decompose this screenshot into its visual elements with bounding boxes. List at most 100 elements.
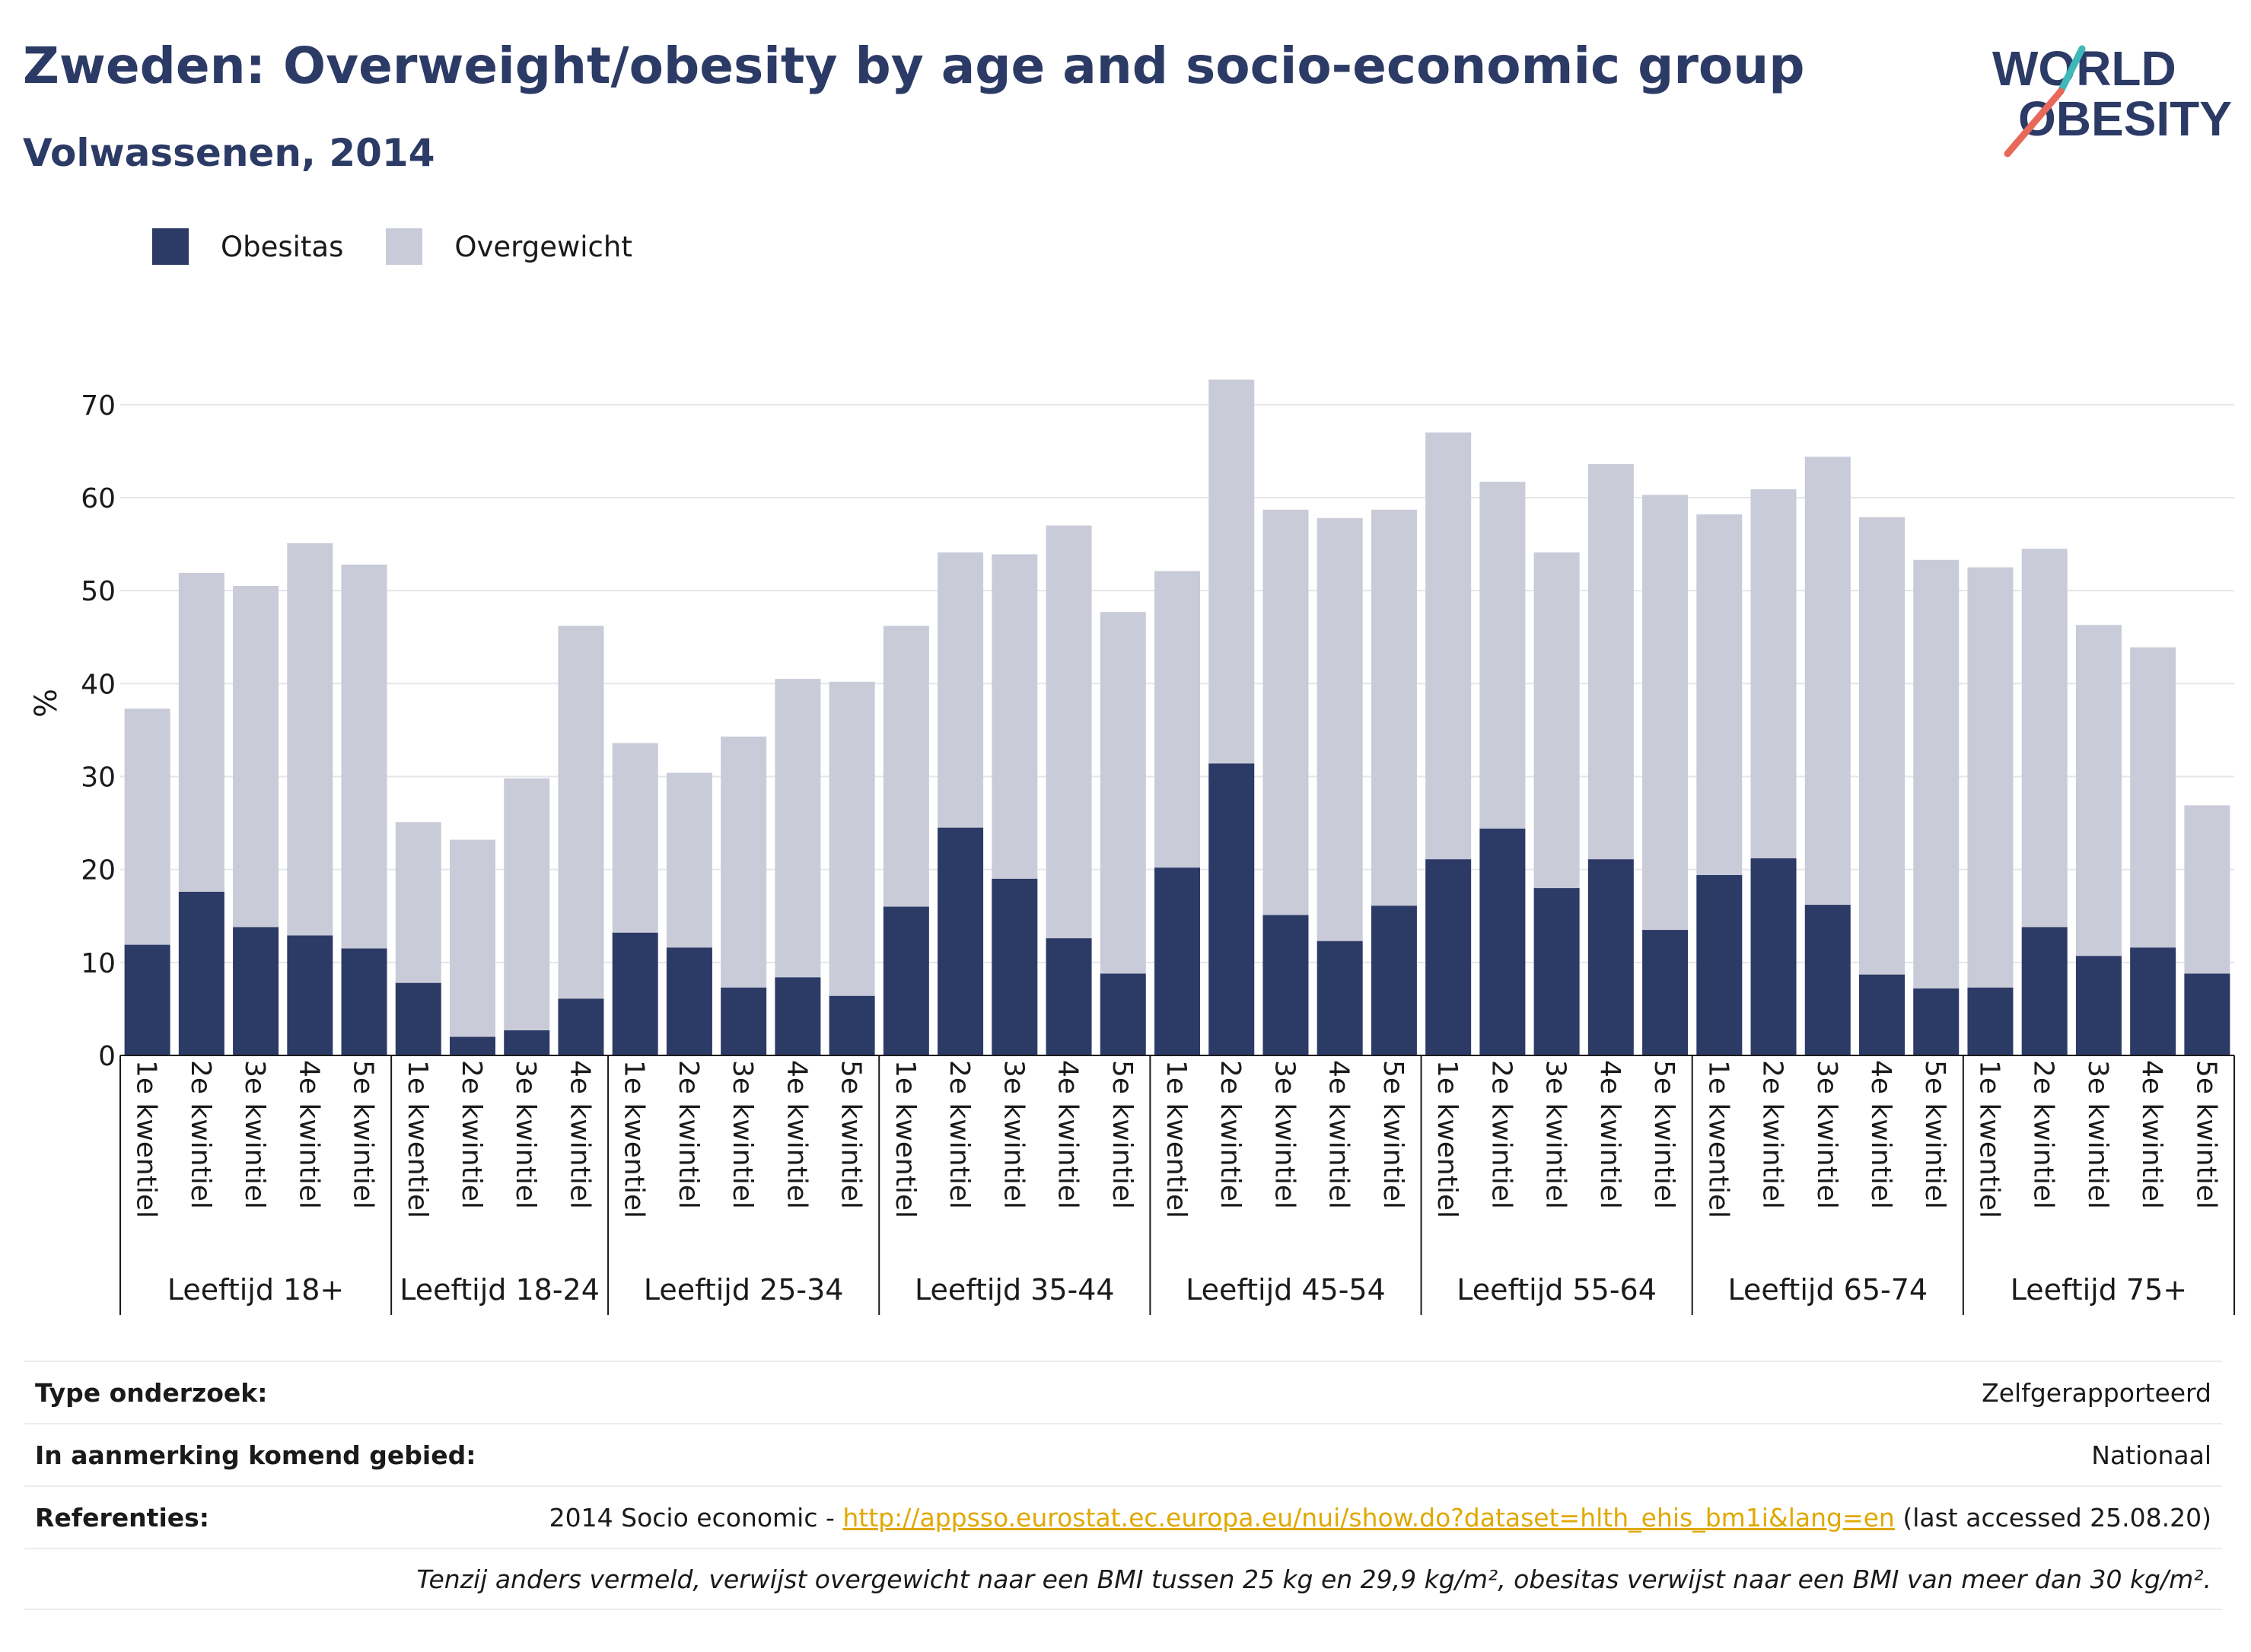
- bar-overweight: [1046, 525, 1092, 939]
- bar-obesity: [124, 944, 170, 1055]
- y-tick-label: 60: [81, 483, 116, 514]
- bar-obesity: [666, 947, 712, 1055]
- x-category-label: 5e kwintiel: [1106, 1060, 1138, 1209]
- x-category-label: 2e kwintiel: [185, 1060, 216, 1209]
- legend-item-obesity[interactable]: Obesitas: [152, 228, 343, 265]
- bar-overweight: [2184, 805, 2230, 974]
- x-group-label: Leeftijd 75+: [2011, 1273, 2187, 1307]
- legend-item-overweight[interactable]: Overgewicht: [386, 228, 632, 265]
- bar-obesity: [612, 932, 658, 1055]
- bar-overweight: [1100, 612, 1146, 974]
- info-row-note: Tenzij anders vermeld, verwijst overgewi…: [24, 1548, 2222, 1610]
- logo-slash-coral: [2004, 88, 2065, 158]
- bar-overweight: [178, 572, 224, 892]
- bar-obesity: [504, 1030, 550, 1055]
- x-category-label: 5e kwintiel: [348, 1060, 379, 1209]
- bar-overweight: [341, 564, 387, 949]
- y-tick-label: 70: [81, 390, 116, 422]
- x-category-label: 3e kwintiel: [1540, 1060, 1571, 1209]
- bar-overweight: [938, 552, 984, 828]
- x-category-label: 1e kwentiel: [619, 1060, 650, 1218]
- bar-overweight: [1208, 379, 1255, 764]
- reference-link[interactable]: http://appsso.eurostat.ec.europa.eu/nui/…: [842, 1502, 1895, 1533]
- bar-overweight: [1913, 559, 1960, 989]
- bar-overweight: [1804, 457, 1851, 906]
- x-category-label: 3e kwintiel: [2082, 1060, 2113, 1209]
- legend-label-overweight: Overgewicht: [454, 230, 632, 263]
- x-category-label: 5e kwintiel: [2190, 1060, 2221, 1209]
- bar-overweight: [450, 839, 495, 1037]
- x-category-label: 4e kwintiel: [564, 1060, 595, 1209]
- x-category-label: 1e kwentiel: [1702, 1060, 1734, 1218]
- legend: Obesitas Overgewicht: [152, 225, 675, 268]
- bar-overweight: [1317, 517, 1363, 941]
- x-category-label: 4e kwintiel: [1323, 1060, 1355, 1209]
- stacked-bar-chart: 0 10 20 30 40 50 60 70% 1e kwentiel 2e kwintiel 3e…: [29, 379, 2235, 1315]
- info-label: Referenties:: [35, 1502, 209, 1533]
- bar-overweight: [666, 772, 712, 948]
- x-category-label: 2e kwintiel: [944, 1060, 975, 1209]
- x-group-label: Leeftijd 65-74: [1727, 1273, 1928, 1307]
- bar-overweight: [1859, 517, 1905, 975]
- x-category-label: 1e kwentiel: [890, 1060, 921, 1218]
- x-category-label: 5e kwintiel: [1648, 1060, 1679, 1209]
- x-category-label: 1e kwentiel: [1973, 1060, 2004, 1218]
- bar-overweight: [2130, 647, 2176, 948]
- bar-overweight: [1587, 463, 1634, 860]
- bar-obesity: [287, 935, 333, 1055]
- info-row-survey-type: Type onderzoek: Zelfgerapporteerd: [24, 1361, 2222, 1423]
- y-axis-label: %: [29, 689, 64, 718]
- x-category-label: 4e kwintiel: [1865, 1060, 1896, 1209]
- bar-obesity: [1208, 763, 1255, 1055]
- bar-overweight: [721, 736, 767, 988]
- bar-obesity: [1371, 906, 1417, 1055]
- x-category-label: 3e kwintiel: [727, 1060, 758, 1209]
- bar-obesity: [2184, 973, 2230, 1055]
- y-tick-label: 10: [81, 948, 116, 979]
- y-tick-label: 30: [81, 762, 116, 793]
- bar-overweight: [1371, 509, 1417, 906]
- bar-obesity: [341, 948, 387, 1055]
- bar-overweight: [1533, 552, 1580, 889]
- x-group-label: Leeftijd 18+: [167, 1273, 344, 1307]
- bar-overweight: [829, 681, 875, 996]
- bar-obesity: [1750, 858, 1797, 1055]
- x-category-label: 4e kwintiel: [1594, 1060, 1625, 1209]
- bar-obesity: [1859, 974, 1905, 1055]
- x-category-label: 2e kwintiel: [456, 1060, 487, 1209]
- bar-obesity: [1587, 859, 1634, 1055]
- x-category-label: 4e kwintiel: [293, 1060, 324, 1209]
- x-group-label: Leeftijd 35-44: [915, 1273, 1115, 1307]
- bar-overweight: [504, 778, 550, 1031]
- bar-obesity: [1642, 930, 1689, 1055]
- bar-obesity: [178, 891, 224, 1055]
- bar-overweight: [2075, 625, 2122, 957]
- bar-overweight: [558, 625, 604, 999]
- bar-obesity: [1046, 938, 1092, 1055]
- bar-overweight: [992, 554, 1038, 879]
- bar-obesity: [721, 987, 767, 1055]
- bar-obesity: [992, 878, 1038, 1055]
- x-category-label: 1e kwentiel: [131, 1060, 162, 1218]
- x-category-label: 1e kwentiel: [402, 1060, 433, 1218]
- bar-overweight: [775, 679, 821, 978]
- bar-obesity: [450, 1036, 495, 1055]
- x-group-label: Leeftijd 18-24: [400, 1273, 600, 1307]
- chart-title: Zweden: Overweight/obesity by age and so…: [23, 37, 1805, 95]
- bar-obesity: [1804, 905, 1851, 1055]
- info-table: Type onderzoek: Zelfgerapporteerd In aan…: [24, 1361, 2222, 1610]
- bar-obesity: [883, 906, 929, 1055]
- x-category-label: 4e kwintiel: [781, 1060, 812, 1209]
- bar-overweight: [287, 543, 333, 936]
- bar-overweight: [395, 822, 441, 983]
- x-category-label: 5e kwintiel: [1919, 1060, 1950, 1209]
- bmi-note: Tenzij anders vermeld, verwijst overgewi…: [416, 1564, 2211, 1594]
- bar-overweight: [1262, 509, 1309, 915]
- bar-obesity: [1696, 874, 1743, 1055]
- x-category-label: 2e kwintiel: [1215, 1060, 1246, 1209]
- bar-obesity: [829, 995, 875, 1055]
- reference-suffix: (last accessed 25.08.20): [1894, 1502, 2211, 1533]
- bar-overweight: [124, 708, 170, 945]
- info-label: In aanmerking komend gebied:: [35, 1440, 476, 1470]
- x-category-label: 3e kwintiel: [1269, 1060, 1300, 1209]
